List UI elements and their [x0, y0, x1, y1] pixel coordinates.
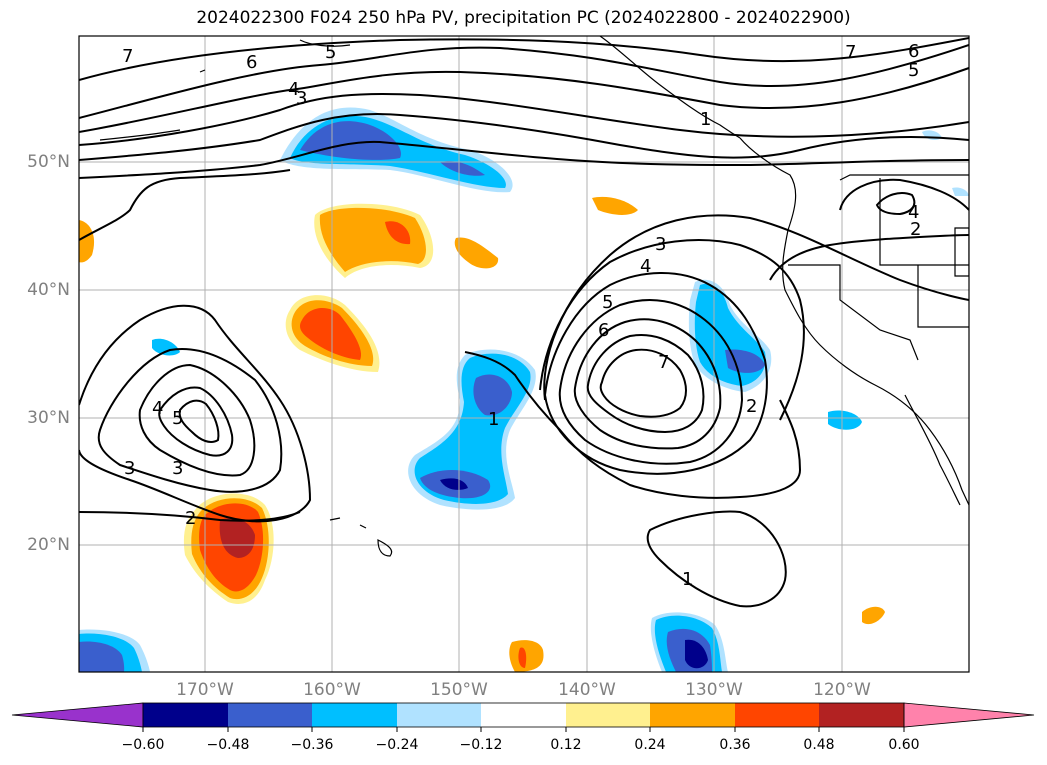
lon-label: 140°W: [558, 680, 616, 700]
contour-label: 5: [172, 408, 183, 429]
colorbar-tick-label: 0.48: [803, 737, 835, 753]
colorbar-tick-label: 0.60: [888, 737, 920, 753]
contour-label: 1: [488, 409, 499, 430]
contour-label: 1: [700, 109, 711, 130]
lat-label: 50°N: [27, 152, 70, 172]
pv-contours: [79, 37, 969, 608]
contour-label: 1: [682, 569, 693, 590]
lat-label: 20°N: [27, 535, 70, 555]
colorbar-tick-label: −0.48: [206, 737, 250, 753]
lon-label: 160°W: [303, 680, 361, 700]
map-title: 2024022300 F024 250 hPa PV, precipitatio…: [196, 8, 851, 28]
lon-label: 150°W: [430, 680, 488, 700]
contour-label: 6: [908, 41, 919, 62]
lon-label: 170°W: [176, 680, 234, 700]
colorbar-tick-label: −0.60: [121, 737, 165, 753]
colorbar-tick-label: −0.12: [459, 737, 503, 753]
colorbar-segment: [397, 703, 481, 727]
colorbar-tick-label: 0.36: [719, 737, 751, 753]
contour-label: 2: [910, 219, 921, 240]
colorbar-segment: [312, 703, 397, 727]
contour-label: 4: [288, 79, 299, 100]
contour-label: 7: [122, 46, 133, 67]
contour-label: 5: [602, 292, 613, 313]
colorbar-tick-label: 0.24: [634, 737, 666, 753]
map-frame: [78, 35, 970, 673]
contour-label: 5: [325, 42, 336, 63]
contour-label: 6: [246, 52, 257, 73]
contour-label: 7: [658, 352, 669, 373]
contour-label: 2: [185, 508, 196, 529]
colorbar-tick-label: −0.36: [290, 737, 334, 753]
contour-label: 3: [172, 458, 183, 479]
map-panel: 7 6 5 4 3 2 1 7 6 5 4 3 2 1 5 4 3 2 1 7 …: [79, 36, 969, 672]
colorbar-tick-label: −0.24: [375, 737, 419, 753]
colorbar-segment: [481, 703, 566, 727]
colorbar-segment: [735, 703, 819, 727]
colorbar: [11, 702, 1035, 732]
lon-label: 130°W: [685, 680, 743, 700]
contour-labels: 7 6 5 4 3 2 1 7 6 5 4 3 2 1 5 4 3 2 1 7 …: [122, 41, 921, 590]
colorbar-extend-low: [11, 702, 144, 728]
contour-label: 7: [845, 42, 856, 63]
contour-label: 6: [598, 320, 609, 341]
contour-label: 5: [908, 60, 919, 81]
lat-label: 40°N: [27, 280, 70, 300]
colorbar-extend-high: [903, 702, 1035, 728]
contour-label: 4: [152, 398, 163, 419]
contour-label: 2: [746, 396, 757, 417]
colorbar-segment: [819, 703, 904, 727]
precip-shading: [79, 107, 969, 672]
contour-label: 3: [296, 88, 307, 109]
colorbar-segment: [566, 703, 650, 727]
colorbar-segment: [228, 703, 312, 727]
colorbar-tick-label: 0.12: [550, 737, 582, 753]
contour-label: 3: [124, 458, 135, 479]
lat-label: 30°N: [27, 408, 70, 428]
contour-label: 3: [655, 234, 666, 255]
contour-label: 4: [908, 202, 919, 223]
contour-label: 4: [640, 256, 651, 277]
colorbar-segment: [650, 703, 735, 727]
colorbar-segment: [143, 703, 228, 727]
lon-label: 120°W: [813, 680, 871, 700]
